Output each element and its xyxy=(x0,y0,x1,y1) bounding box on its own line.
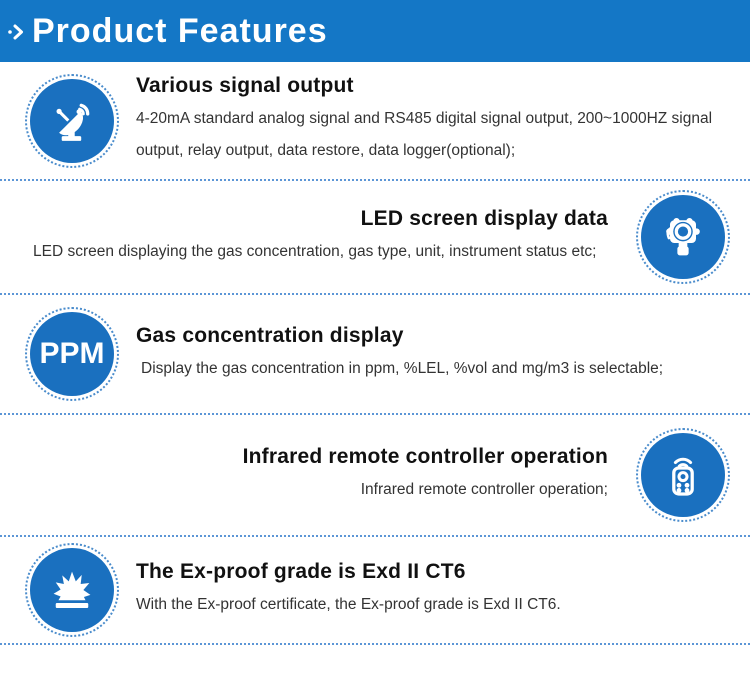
feature-description: LED screen displaying the gas concentrat… xyxy=(33,242,597,260)
page-title: Product Features xyxy=(32,11,328,50)
feature-led-screen-display: LED screen display data LED screen displ… xyxy=(0,181,750,295)
feature-title: LED screen display data xyxy=(360,206,608,230)
feature-title: Infrared remote controller operation xyxy=(242,444,608,468)
feature-title: The Ex-proof grade is Exd II CT6 xyxy=(136,559,466,583)
feature-various-signal-output: Various signal output 4-20mA standard an… xyxy=(0,62,750,181)
feature-description: Display the gas concentration in ppm, %L… xyxy=(141,359,664,377)
feature-title: Gas concentration display xyxy=(136,323,404,347)
arrow-right-icon xyxy=(6,21,28,43)
feature-title: Various signal output xyxy=(136,74,354,97)
feature-gas-concentration: PPM Gas concentration display Display th… xyxy=(0,295,750,415)
feature-description: With the Ex-proof certificate, the Ex-pr… xyxy=(136,595,561,613)
satellite-dish-icon xyxy=(25,73,119,168)
remote-control-icon xyxy=(636,428,730,522)
feature-ex-proof: The Ex-proof grade is Exd II CT6 With th… xyxy=(0,537,750,645)
feature-description: 4-20mA standard analog signal and RS485 … xyxy=(136,110,713,159)
ppm-badge-text: PPM xyxy=(39,337,105,370)
explosion-icon xyxy=(25,543,119,637)
feature-infrared-remote: Infrared remote controller operation Inf… xyxy=(0,415,750,537)
gas-detector-icon xyxy=(636,190,730,284)
page-header: Product Features xyxy=(0,0,750,62)
ppm-badge: PPM xyxy=(25,307,119,401)
feature-description: Infrared remote controller operation; xyxy=(360,480,608,498)
